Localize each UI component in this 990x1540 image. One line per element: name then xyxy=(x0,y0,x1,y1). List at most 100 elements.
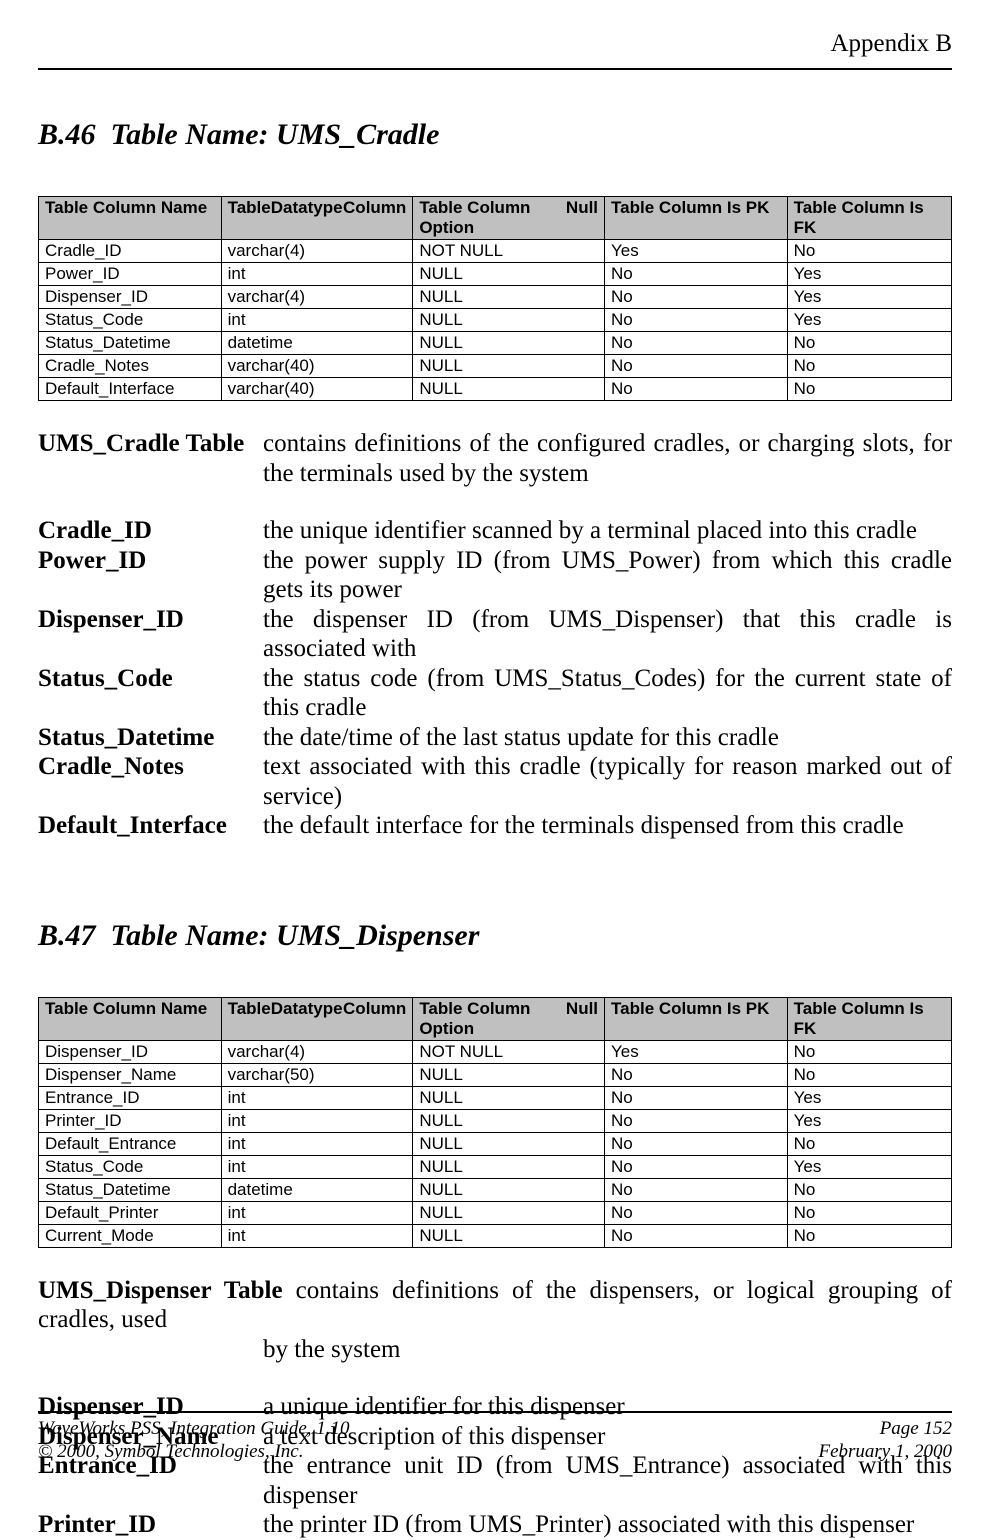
table-cell: int xyxy=(221,263,413,286)
footer-rule xyxy=(38,1411,952,1413)
definition-row: Default_Interfacethe default interface f… xyxy=(38,811,952,841)
table-row: Current_ModeintNULLNoNo xyxy=(39,1224,952,1247)
page-footer: WaveWorks PSS, Integration Guide, 1.10 P… xyxy=(38,1411,952,1465)
table-cell: Yes xyxy=(787,1155,951,1178)
definition-desc: contains definitions of the configured c… xyxy=(263,429,952,488)
definition-term: UMS_Dispenser Table xyxy=(38,1277,296,1304)
table-cell: NULL xyxy=(413,1109,605,1132)
table-row: Dispenser_Namevarchar(50)NULLNoNo xyxy=(39,1063,952,1086)
table-header: TableColumnDatatype xyxy=(221,197,413,240)
table-cell: varchar(40) xyxy=(221,378,413,401)
table-cell: Status_Datetime xyxy=(39,1178,222,1201)
table-cell: NULL xyxy=(413,1063,605,1086)
table-row: Default_Interfacevarchar(40)NULLNoNo xyxy=(39,378,952,401)
footer-left-1: WaveWorks PSS, Integration Guide, 1.10 xyxy=(38,1417,350,1441)
table-cell: varchar(4) xyxy=(221,240,413,263)
table-cell: int xyxy=(221,1224,413,1247)
table-cell: Dispenser_ID xyxy=(39,1040,222,1063)
table-cell: int xyxy=(221,1201,413,1224)
definition-term: Default_Interface xyxy=(38,811,263,841)
table-cell: NULL xyxy=(413,1178,605,1201)
table-cell: varchar(4) xyxy=(221,286,413,309)
definition-desc: the dispenser ID (from UMS_Dispenser) th… xyxy=(263,605,952,664)
table-cell: NULL xyxy=(413,1086,605,1109)
table-cell: No xyxy=(605,1155,788,1178)
table-cell: No xyxy=(787,1178,951,1201)
section-heading-2: B.47 Table Name: UMS_Dispenser xyxy=(38,919,952,953)
table-cell: Printer_ID xyxy=(39,1109,222,1132)
table-header: Table Column Is FK xyxy=(787,197,951,240)
table-row: Status_DatetimedatetimeNULLNoNo xyxy=(39,332,952,355)
definition-term: Cradle_ID xyxy=(38,516,263,546)
table-row: Status_CodeintNULLNoYes xyxy=(39,1155,952,1178)
table-cell: NULL xyxy=(413,1201,605,1224)
table-cell: No xyxy=(787,240,951,263)
table-cell: No xyxy=(787,1132,951,1155)
definitions-2: UMS_Dispenser Table contains definitions… xyxy=(38,1276,952,1540)
table-header: Table Column Name xyxy=(39,197,222,240)
table-cell: varchar(50) xyxy=(221,1063,413,1086)
table-row: Power_IDintNULLNoYes xyxy=(39,263,952,286)
table-cell: No xyxy=(605,1063,788,1086)
table-cell: NULL xyxy=(413,286,605,309)
footer-right-1: Page 152 xyxy=(880,1417,952,1441)
table-header: Table Column Is PK xyxy=(605,197,788,240)
definition-term: Status_Datetime xyxy=(38,723,263,753)
definition-row: Power_IDthe power supply ID (from UMS_Po… xyxy=(38,546,952,605)
definition-desc: the date/time of the last status update … xyxy=(263,723,952,753)
table-cell: No xyxy=(605,1201,788,1224)
schema-table-2: Table Column NameTableColumnDatatypeTabl… xyxy=(38,997,952,1248)
table-cell: No xyxy=(605,1132,788,1155)
definition-term: Status_Code xyxy=(38,664,263,694)
table-cell: Yes xyxy=(787,286,951,309)
table-row: Default_EntranceintNULLNoNo xyxy=(39,1132,952,1155)
table-cell: Status_Datetime xyxy=(39,332,222,355)
table-row: Status_DatetimedatetimeNULLNoNo xyxy=(39,1178,952,1201)
table-cell: int xyxy=(221,1155,413,1178)
table-cell: int xyxy=(221,1132,413,1155)
table-row: Entrance_IDintNULLNoYes xyxy=(39,1086,952,1109)
table-cell: varchar(4) xyxy=(221,1040,413,1063)
definition-desc: the default interface for the terminals … xyxy=(263,811,952,841)
table-cell: No xyxy=(605,286,788,309)
definitions-1: UMS_Cradle Tablecontains definitions of … xyxy=(38,429,952,841)
table-row: Default_PrinterintNULLNoNo xyxy=(39,1201,952,1224)
table-cell: NULL xyxy=(413,1132,605,1155)
table-cell: No xyxy=(787,1040,951,1063)
definition-row: Dispenser_IDthe dispenser ID (from UMS_D… xyxy=(38,605,952,664)
appendix-label: Appendix B xyxy=(38,30,952,58)
table-row: Dispenser_IDvarchar(4)NULLNoYes xyxy=(39,286,952,309)
table-cell: datetime xyxy=(221,332,413,355)
table-cell: No xyxy=(787,378,951,401)
table-cell: NULL xyxy=(413,263,605,286)
table-row: Printer_IDintNULLNoYes xyxy=(39,1109,952,1132)
table-cell: No xyxy=(605,355,788,378)
section-number: B.47 xyxy=(38,919,96,952)
definition-row: UMS_Dispenser Table contains definitions… xyxy=(38,1276,952,1335)
table-cell: int xyxy=(221,309,413,332)
table-cell: Yes xyxy=(605,1040,788,1063)
section-title: Table Name: UMS_Cradle xyxy=(111,118,440,151)
table-cell: Default_Entrance xyxy=(39,1132,222,1155)
table-cell: NOT NULL xyxy=(413,1040,605,1063)
table-cell: Status_Code xyxy=(39,1155,222,1178)
definition-term: Cradle_Notes xyxy=(38,752,263,782)
table-cell: No xyxy=(605,332,788,355)
table-cell: No xyxy=(605,1178,788,1201)
table-cell: varchar(40) xyxy=(221,355,413,378)
definition-desc: the status code (from UMS_Status_Codes) … xyxy=(263,664,952,723)
table-cell: NOT NULL xyxy=(413,240,605,263)
table-cell: Entrance_ID xyxy=(39,1086,222,1109)
table-cell: No xyxy=(787,332,951,355)
table-cell: Yes xyxy=(787,263,951,286)
definition-row: Cradle_Notestext associated with this cr… xyxy=(38,752,952,811)
table-cell: Yes xyxy=(787,1086,951,1109)
table-header: Table Column Name xyxy=(39,997,222,1040)
table-cell: NULL xyxy=(413,1155,605,1178)
section-number: B.46 xyxy=(38,118,96,151)
table-cell: datetime xyxy=(221,1178,413,1201)
footer-left-2: © 2000, Symbol Technologies, Inc. xyxy=(38,1440,303,1464)
table-cell: Current_Mode xyxy=(39,1224,222,1247)
definition-row: Cradle_IDthe unique identifier scanned b… xyxy=(38,516,952,546)
table-cell: Power_ID xyxy=(39,263,222,286)
